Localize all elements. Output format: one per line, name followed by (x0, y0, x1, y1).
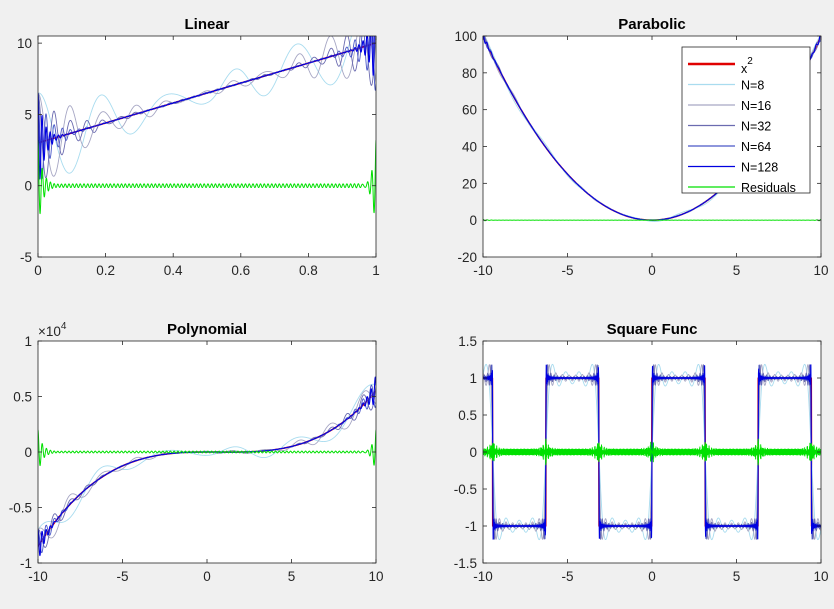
legend-label-text: N=128 (741, 161, 778, 175)
y-tick-label: 10 (17, 36, 32, 51)
y-tick-label: 1 (469, 371, 477, 386)
y-tick-label: 1.5 (458, 334, 477, 349)
x-tick-label: -5 (561, 263, 573, 278)
axes-frame (37, 35, 377, 258)
x-tick-label: 10 (813, 263, 828, 278)
legend-label-text: x (741, 62, 748, 76)
x-tick-label: 0.2 (96, 263, 115, 278)
y-tick-label: 0.5 (13, 390, 32, 405)
y-tick-label: -1 (20, 556, 32, 571)
x-tick-label: 0.4 (164, 263, 183, 278)
legend-label-n64: N=64 (741, 140, 771, 154)
x-tick-label: 5 (733, 263, 741, 278)
series-n128-line (38, 36, 375, 180)
x-tick-label: 10 (813, 569, 828, 584)
x-tick-label: -10 (28, 569, 48, 584)
legend-label-superscript: 2 (747, 56, 753, 67)
series-residuals-line (483, 218, 821, 222)
legend-box (681, 46, 811, 194)
y-tick-label: -20 (457, 250, 477, 265)
legend-label-exact: x2 (741, 56, 753, 76)
y-tick-label: 60 (462, 103, 477, 118)
axes-title: Square Func (607, 321, 698, 338)
legend-label-text: N=64 (741, 140, 771, 154)
legend-label-text: N=32 (741, 120, 771, 134)
series-n8-line (38, 383, 376, 530)
y-exponent-label: ×104 (38, 321, 67, 339)
plot-area (38, 376, 376, 557)
x-tick-label: 0 (648, 569, 656, 584)
y-tick-label: 40 (462, 140, 477, 155)
subplot-parabolic: -10 -5 0 5 10 -20 0 20 40 60 80 100 Parabolic x2 N=8 N=… (454, 16, 828, 278)
legend-label-text: N=16 (741, 99, 771, 113)
x-tick-label: 0 (203, 569, 211, 584)
y-tick-label: 0 (24, 445, 32, 460)
x-tick-label: -10 (473, 263, 493, 278)
y-tick-label: 100 (454, 29, 477, 44)
x-tick-label: 5 (733, 569, 741, 584)
x-tick-label: 10 (368, 569, 383, 584)
series-residuals-line (483, 438, 821, 466)
subplot-square: -10 -5 0 5 10 -1.5 -1 -0.5 0 0.5 1 1.5 Square Func (454, 321, 829, 584)
legend-label-n32: N=32 (741, 120, 771, 134)
legend-label-text: Residuals (741, 181, 796, 195)
subplot-polynomial: -10 -5 0 5 10 -1 -0.5 0 0.5 1 Polynomial ×104 (9, 321, 384, 584)
axes-title: Linear (184, 16, 229, 33)
plot-area (483, 363, 821, 541)
series-n8-line (38, 36, 353, 174)
y-tick-label: -5 (20, 250, 32, 265)
y-tick-label: -0.5 (454, 482, 477, 497)
legend-label-n16: N=16 (741, 99, 771, 113)
y-tick-label: 5 (24, 107, 32, 122)
x-tick-label: 0 (648, 263, 656, 278)
series-residuals-line (38, 429, 376, 467)
legend-label-residuals: Residuals (741, 181, 796, 195)
x-tick-label: 0.8 (299, 263, 318, 278)
y-tick-label: -1.5 (454, 556, 477, 571)
y-tick-label: 0 (24, 179, 32, 194)
axes-background (38, 36, 376, 257)
y-tick-label: -0.5 (9, 501, 32, 516)
series-n16-line (38, 36, 376, 177)
x-tick-label: 0 (34, 263, 42, 278)
legend-label-n8: N=8 (741, 79, 764, 93)
y-tick-label: 80 (462, 66, 477, 81)
series-n32-line (38, 36, 376, 179)
y-tick-label: 1 (24, 334, 32, 349)
legend-label-text: N=8 (741, 79, 764, 93)
x-tick-label: -5 (116, 569, 128, 584)
x-tick-label: 0.6 (231, 263, 250, 278)
y-exponent-base: ×10 (38, 324, 61, 339)
x-tick-label: -10 (473, 569, 493, 584)
x-tick-label: -5 (561, 569, 573, 584)
y-exponent-power: 4 (61, 321, 67, 332)
x-tick-label: 5 (288, 569, 296, 584)
y-tick-label: -1 (465, 519, 477, 534)
y-tick-label: 0 (469, 445, 477, 460)
y-tick-label: 0.5 (458, 408, 477, 423)
legend: x2 N=8 N=16 N=32 N=64 N=128 Residuals (681, 46, 811, 195)
legend-label-n128: N=128 (741, 161, 778, 175)
axes-title: Polynomial (167, 321, 247, 338)
axes-title: Parabolic (618, 16, 686, 33)
x-tick-label: 1 (372, 263, 380, 278)
series-residuals-line (38, 140, 376, 215)
plot-area (38, 36, 376, 215)
y-tick-label: 0 (469, 213, 477, 228)
y-tick-label: 20 (462, 176, 477, 191)
